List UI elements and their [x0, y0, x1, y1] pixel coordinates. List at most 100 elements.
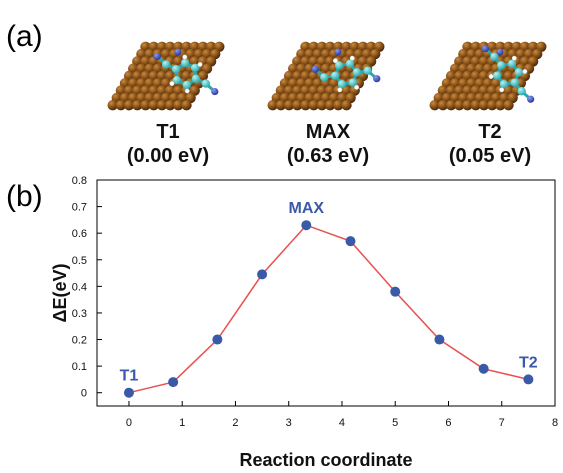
copper-atom — [140, 100, 151, 111]
x-tick-label: 1 — [179, 417, 185, 429]
copper-atom — [454, 100, 465, 111]
carbon-atom — [510, 78, 520, 87]
copper-slab-t1 — [107, 41, 225, 111]
energy-markers — [123, 220, 534, 398]
x-tick-label: 0 — [126, 417, 132, 429]
carbon-atom — [337, 80, 347, 89]
copper-atom — [132, 100, 143, 111]
hydrogen-atom — [184, 88, 190, 94]
carbon-atom — [490, 52, 499, 61]
data-point — [212, 334, 223, 345]
structure-name-t2: T2 — [478, 121, 501, 143]
copper-atom — [486, 100, 498, 111]
carbon-atom — [507, 59, 517, 68]
copper-atom — [173, 100, 184, 111]
point-annotations: T1 MAX T2 — [120, 200, 538, 385]
copper-atom — [300, 100, 311, 111]
y-tick-label: 0.3 — [72, 308, 87, 320]
structure-max: MAX (0.63 eV) — [267, 41, 385, 167]
hydrogen-atom — [354, 84, 360, 90]
molecule-max — [311, 48, 381, 93]
copper-atom — [445, 100, 457, 111]
hydrogen-atom — [197, 61, 203, 67]
y-tick-label: 0 — [81, 388, 87, 400]
x-tick-label: 7 — [499, 417, 505, 429]
copper-atom — [333, 100, 344, 111]
data-point — [123, 387, 134, 398]
data-point — [523, 374, 534, 385]
panel-label-a: (a) — [6, 20, 43, 53]
nitrogen-atom — [496, 48, 504, 56]
copper-atom — [503, 100, 514, 111]
point-annotation: T2 — [519, 354, 538, 371]
carbon-atom — [517, 87, 526, 96]
copper-atom — [123, 100, 135, 111]
carbon-atom — [182, 80, 192, 90]
y-tick-label: 0.6 — [72, 228, 87, 240]
plot-frame — [96, 179, 556, 407]
point-annotation: T1 — [120, 368, 139, 385]
hydrogen-atom — [182, 54, 188, 60]
molecule-t1 — [153, 48, 219, 96]
carbon-atom — [496, 61, 506, 70]
data-point — [345, 236, 356, 247]
y-tick-label: 0.7 — [72, 202, 87, 214]
carbon-atom — [492, 71, 502, 80]
carbon-atom — [320, 73, 329, 82]
hydrogen-atom — [522, 69, 528, 74]
nitrogen-atom — [334, 48, 342, 56]
copper-atom — [308, 100, 319, 111]
x-axis-title: Reaction coordinate — [239, 450, 412, 470]
copper-atom — [148, 100, 159, 111]
energy-chart: 0 1 2 3 4 5 6 7 8 0 0.1 0.2 0.3 0.4 0.5 0.6 0.7 0.8 T1 MAX… — [50, 175, 558, 470]
nitrogen-atom — [311, 65, 319, 73]
hydrogen-atom — [332, 58, 338, 64]
copper-atom — [164, 100, 176, 111]
copper-slab-t2 — [429, 41, 547, 111]
copper-atom — [429, 100, 440, 111]
x-tick-label: 8 — [552, 417, 558, 429]
copper-atom — [316, 100, 328, 111]
copper-atom — [495, 100, 506, 111]
axis-tick-labels: 0 1 2 3 4 5 6 7 8 0 0.1 0.2 0.3 0.4 0.5 0.6 0.7 0.8 — [72, 175, 558, 429]
carbon-atom — [352, 68, 362, 77]
carbon-atom — [161, 60, 171, 69]
structure-energy-t1: (0.00 eV) — [127, 145, 209, 167]
carbon-atom — [499, 80, 509, 89]
y-tick-label: 0.5 — [72, 255, 87, 267]
nitrogen-atom — [373, 75, 381, 83]
carbon-atom — [191, 74, 201, 83]
energy-profile-line — [128, 224, 529, 394]
carbon-atom — [330, 71, 340, 80]
copper-atom — [470, 100, 481, 111]
structure-energy-t2: (0.05 eV) — [449, 145, 531, 167]
carbon-atom — [345, 59, 355, 68]
carbon-atom — [348, 78, 358, 87]
carbon-atom — [201, 79, 211, 88]
x-tick-label: 6 — [445, 417, 451, 429]
copper-atom — [156, 100, 168, 111]
nitrogen-atom — [153, 52, 161, 61]
hydrogen-atom — [499, 87, 505, 93]
nitrogen-atom — [174, 48, 182, 56]
copper-atom — [324, 100, 336, 111]
panel-label-b: (b) — [6, 180, 43, 213]
hydrogen-atom — [349, 55, 355, 61]
x-tick-label: 4 — [339, 417, 345, 429]
copper-atom — [267, 100, 278, 111]
structure-energy-max: (0.63 eV) — [287, 145, 369, 167]
point-annotation: MAX — [289, 200, 325, 217]
copper-atom — [437, 100, 449, 111]
carbon-atom — [363, 66, 372, 75]
carbon-atom — [334, 61, 344, 70]
hydrogen-atom — [337, 87, 343, 93]
data-point — [478, 363, 489, 374]
y-axis-title: ΔE(eV) — [50, 264, 70, 323]
data-point — [390, 286, 401, 297]
copper-atom — [283, 100, 295, 111]
carbon-atom — [171, 65, 181, 74]
structure-name-t1: T1 — [156, 121, 179, 143]
structure-t2: T2 (0.05 eV) — [429, 41, 547, 167]
data-point — [434, 334, 445, 345]
